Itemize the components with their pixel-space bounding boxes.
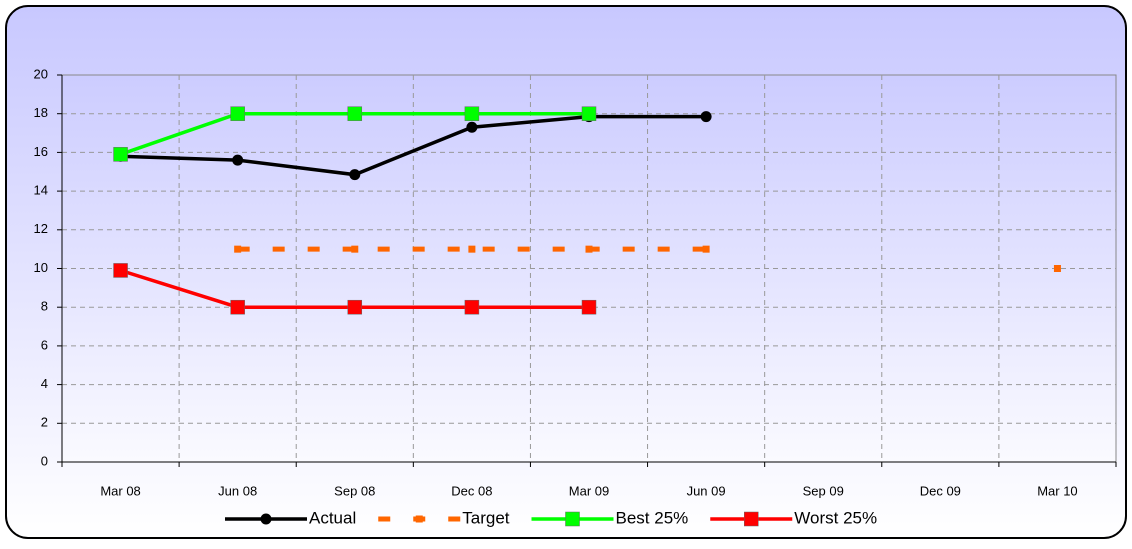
point (113, 263, 128, 278)
y-tick-label: 4 (41, 376, 48, 391)
point (464, 106, 480, 121)
legend-label: Best 25% (616, 508, 689, 527)
x-tick-label: Sep 08 (334, 483, 375, 498)
point (702, 245, 710, 253)
point (464, 299, 480, 315)
x-tick-label: Jun 08 (218, 483, 257, 498)
point (415, 515, 423, 523)
y-tick-label: 2 (41, 415, 48, 430)
point (581, 299, 597, 315)
legend-label: Actual (309, 508, 356, 527)
x-tick-label: Sep 09 (803, 483, 844, 498)
point (113, 147, 128, 162)
point (230, 106, 245, 121)
y-tick-label: 18 (34, 105, 48, 120)
point (581, 106, 597, 121)
x-tick-label: Mar 09 (569, 483, 609, 498)
x-tick-label: Dec 08 (451, 483, 492, 498)
point (347, 299, 363, 315)
y-tick-label: 10 (34, 260, 48, 275)
y-tick-label: 20 (34, 66, 48, 81)
point (700, 111, 712, 123)
point (260, 513, 272, 525)
point (466, 121, 478, 133)
x-tick-label: Mar 10 (1037, 483, 1077, 498)
y-tick-label: 12 (34, 221, 48, 236)
legend-label: Target (462, 508, 510, 527)
legend-label: Worst 25% (794, 508, 877, 527)
y-tick-label: 6 (41, 337, 48, 352)
point (232, 154, 244, 166)
point (1053, 265, 1061, 272)
point (585, 245, 593, 253)
series-line (120, 114, 707, 177)
point (351, 245, 359, 253)
y-tick-label: 0 (41, 453, 48, 468)
point (347, 106, 363, 121)
y-tick-label: 14 (34, 183, 48, 198)
point (468, 245, 476, 253)
point (230, 299, 245, 315)
x-tick-label: Dec 09 (920, 483, 961, 498)
point (744, 511, 759, 527)
point (565, 511, 580, 527)
y-tick-label: 16 (34, 144, 48, 159)
point (234, 245, 242, 253)
x-tick-label: Mar 08 (100, 483, 140, 498)
point (349, 169, 361, 181)
y-tick-label: 8 (41, 299, 48, 314)
x-tick-label: Jun 09 (687, 483, 726, 498)
